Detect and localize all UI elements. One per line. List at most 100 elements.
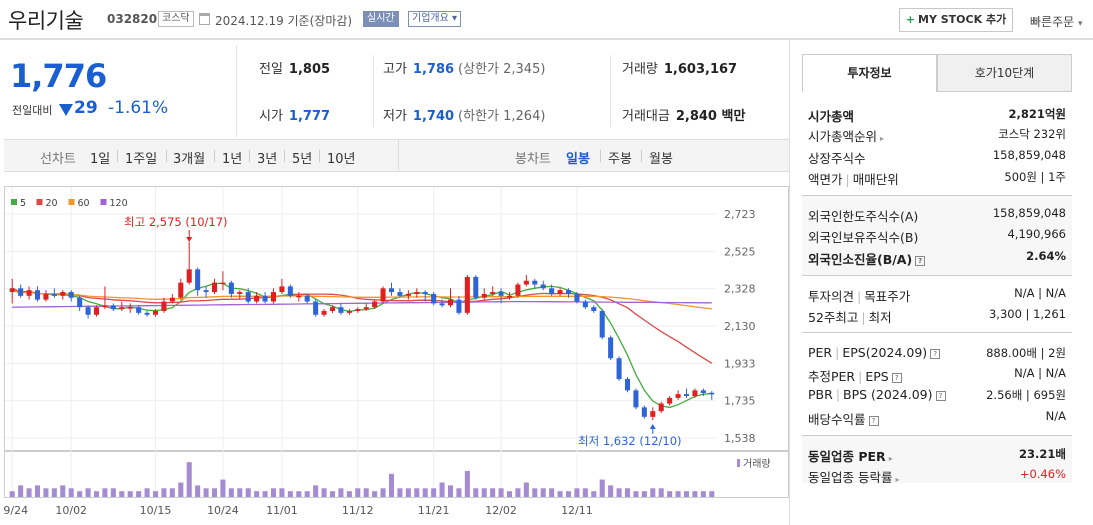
- volume-bar: [431, 488, 437, 497]
- volume-bar: [540, 488, 546, 497]
- candle-body: [245, 292, 251, 302]
- row-value: 158,859,048: [992, 206, 1066, 220]
- row-value: 2.56배 | 695원: [986, 388, 1066, 402]
- candle-body: [329, 307, 336, 311]
- candle-body: [68, 292, 74, 298]
- label-text: PBR: [808, 387, 833, 402]
- period-1d[interactable]: 1일: [90, 152, 111, 167]
- period-5y[interactable]: 5년: [292, 152, 313, 167]
- line-chart-label: 선차트: [40, 152, 76, 167]
- period-10y[interactable]: 10년: [327, 152, 356, 167]
- foreign-group: [802, 195, 1072, 275]
- volume-bar: [641, 491, 647, 497]
- candle-body: [102, 305, 108, 308]
- candle-body: [237, 292, 243, 294]
- volume-bar: [490, 488, 496, 497]
- candle-body: [633, 390, 639, 408]
- period-1w[interactable]: 1주일: [125, 152, 158, 167]
- help-icon[interactable]: ?: [930, 349, 941, 359]
- candle-daily[interactable]: 일봉: [566, 152, 590, 167]
- row-par-unit: 액면가 | 매매단위 500원 | 1주: [802, 167, 1072, 187]
- volume-bar: [329, 491, 336, 497]
- volume-bar: [447, 485, 454, 497]
- chevron-right-icon: ▸: [888, 454, 893, 463]
- period-1y[interactable]: 1년: [222, 152, 243, 167]
- candle-body: [228, 282, 234, 294]
- volume-bar: [34, 485, 41, 497]
- volume-bar: [93, 491, 100, 497]
- candle-body: [473, 276, 479, 298]
- row-label: 외국인한도주식수(A): [808, 209, 919, 224]
- price-summary: 1,776 전일대비 29 -1.61%: [4, 45, 237, 137]
- divider: [117, 150, 118, 162]
- row-value: 23.21배: [1019, 447, 1066, 461]
- volume-bar: [667, 491, 673, 497]
- period-3y[interactable]: 3년: [257, 152, 278, 167]
- stock-header: 우리기술 032820 코스닥 2024.12.19 기준(장마감) 실시간 기…: [0, 0, 1093, 40]
- tab-orderbook[interactable]: 호가10단계: [937, 54, 1072, 92]
- x-tick-label: 11/01: [266, 504, 298, 517]
- label-text: 목표주가: [864, 289, 911, 304]
- candle-body: [405, 293, 411, 296]
- volume-bar: [498, 488, 504, 497]
- candle-body: [9, 288, 15, 293]
- label-text: 외국인소진율(B/A): [808, 252, 913, 267]
- volume-bar: [152, 491, 159, 497]
- add-mystock-button[interactable]: + MY STOCK 추가: [899, 8, 1013, 32]
- row-value: 3,300 | 1,261: [988, 307, 1066, 321]
- candle-body: [532, 280, 538, 285]
- plus-icon: +: [905, 13, 916, 26]
- opinion-group: [802, 275, 1072, 329]
- stat-high: 고가 1,786 (상한가 2,345): [383, 58, 545, 77]
- volume-bar: [77, 491, 83, 497]
- label-text: 추정PER: [808, 369, 856, 384]
- divider: [249, 150, 250, 162]
- label-text: 52주최고: [808, 310, 859, 325]
- x-tick-label: 12/11: [561, 504, 593, 517]
- divider: [600, 150, 601, 162]
- legend-label: 5: [20, 198, 26, 209]
- volume-bar: [144, 488, 150, 497]
- candle-body: [523, 280, 529, 285]
- candle-body: [431, 293, 437, 304]
- help-icon[interactable]: ?: [915, 256, 926, 266]
- candlestick-chart[interactable]: 2,723 2,525 2,328 2,130 1,933 1,735 1,538 09/24…: [4, 186, 789, 525]
- divider: [284, 150, 285, 162]
- x-tick-label: 11/21: [418, 504, 450, 517]
- pipe-separator: |: [835, 345, 840, 360]
- volume-plot-frame: [4, 451, 789, 498]
- quick-order-dropdown[interactable]: 빠른주문 ▾: [1030, 13, 1083, 30]
- x-tick-label: 11/12: [342, 504, 374, 517]
- min-arrow-head: [649, 424, 656, 429]
- volume-bar: [110, 488, 116, 497]
- volume-bar: [178, 482, 184, 497]
- label-text: 투자의견: [808, 289, 855, 304]
- volume-bar: [18, 485, 24, 497]
- help-icon[interactable]: ?: [935, 391, 946, 401]
- pipe-separator: |: [835, 387, 841, 402]
- row-sector-per[interactable]: 동일업종 PER ▸ 23.21배: [802, 444, 1072, 464]
- add-mystock-label: MY STOCK 추가: [918, 13, 1007, 26]
- candle-body: [60, 292, 66, 296]
- realtime-button[interactable]: 실시간: [363, 11, 399, 27]
- row-label: 추정PER | EPS?: [808, 366, 902, 385]
- label-text: 동일업종 등락률: [808, 470, 893, 485]
- company-info-dropdown[interactable]: 기업개요 ▾: [408, 11, 462, 27]
- candle-weekly[interactable]: 주봉: [608, 152, 632, 167]
- tab-investment-info[interactable]: 투자정보: [802, 54, 937, 92]
- stat-value: 1,603,167: [663, 62, 738, 77]
- volume-legend-swatch: [737, 459, 740, 467]
- divider: [214, 150, 215, 162]
- candle-monthly[interactable]: 월봉: [649, 152, 673, 167]
- candle-body: [709, 392, 715, 395]
- help-icon[interactable]: ?: [868, 416, 879, 426]
- volume-bar: [186, 462, 192, 497]
- candle-body: [574, 293, 580, 302]
- help-icon[interactable]: ?: [891, 373, 902, 383]
- volume-bar: [262, 491, 268, 497]
- candle-body: [456, 299, 462, 313]
- period-3m[interactable]: 3개월: [173, 152, 206, 167]
- row-sector-rate[interactable]: 동일업종 등락률 ▸ +0.46%: [802, 465, 1072, 485]
- row-rank[interactable]: 시가총액순위 ▸ 코스닥 232위: [802, 124, 1072, 144]
- candle-body: [26, 290, 32, 296]
